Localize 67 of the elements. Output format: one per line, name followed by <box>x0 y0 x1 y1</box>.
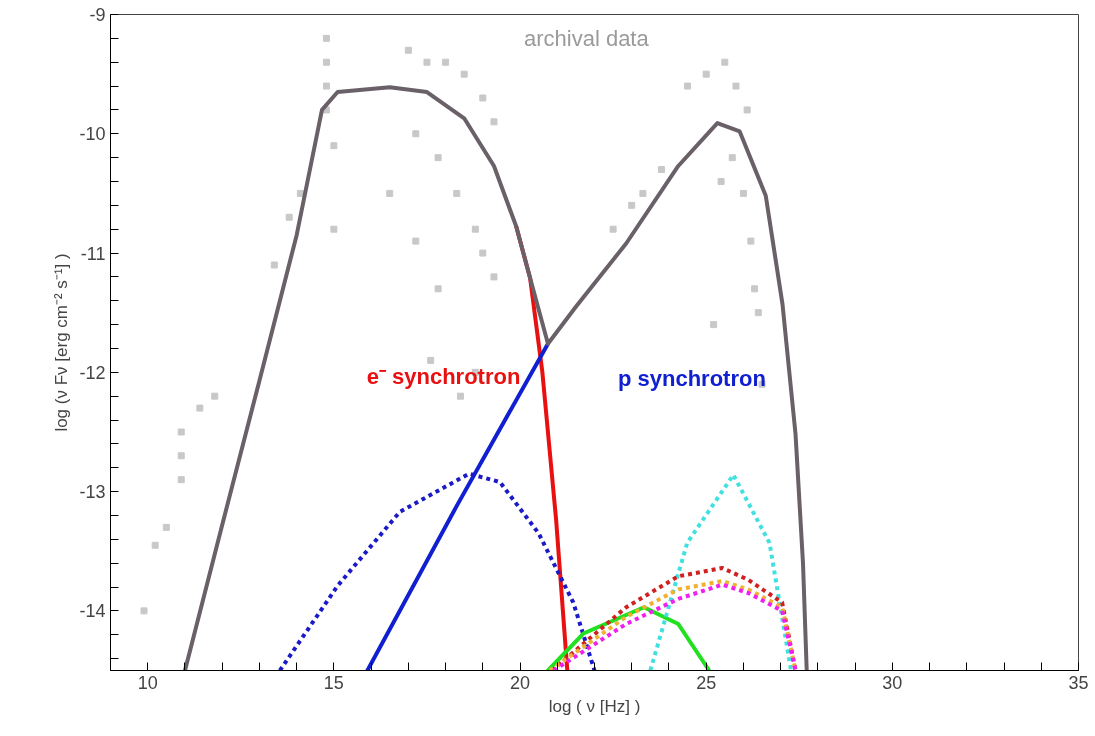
x-tick-label: 30 <box>882 672 903 693</box>
y-axis-title: log (ν Fν [erg cm⁻² s⁻¹] ) <box>52 253 72 432</box>
point <box>479 249 487 257</box>
y-tick-label: -13 <box>79 482 106 503</box>
point <box>434 154 442 162</box>
point <box>460 70 468 78</box>
point <box>322 58 330 66</box>
point <box>427 356 435 364</box>
point <box>404 46 412 54</box>
series-label: e⁻ synchrotron <box>366 363 521 389</box>
point <box>751 285 759 293</box>
point <box>717 177 725 185</box>
x-tick-label: 15 <box>323 672 344 693</box>
point <box>747 237 755 245</box>
y-tick-label: -11 <box>80 243 106 264</box>
point <box>453 189 461 197</box>
point <box>456 392 464 400</box>
point <box>743 106 751 114</box>
point <box>177 428 185 436</box>
x-axis-title: log ( ν [Hz] ) <box>548 696 641 716</box>
point <box>739 189 747 197</box>
point <box>479 94 487 102</box>
point <box>196 404 204 412</box>
point <box>151 541 159 549</box>
point <box>639 189 647 197</box>
point <box>702 70 710 78</box>
point <box>628 201 636 209</box>
x-tick-label: 10 <box>137 672 158 693</box>
point <box>423 58 431 66</box>
point <box>412 237 420 245</box>
x-tick-label: 20 <box>510 672 531 693</box>
y-tick-label: -9 <box>89 5 106 25</box>
point <box>732 82 740 90</box>
text: archival data <box>523 26 650 52</box>
x-tick-label: 25 <box>696 672 717 693</box>
point <box>442 58 450 66</box>
point <box>490 118 498 126</box>
point <box>177 476 185 484</box>
point <box>471 225 479 233</box>
point <box>330 225 338 233</box>
point <box>330 142 338 150</box>
point <box>162 523 170 531</box>
point <box>434 285 442 293</box>
point <box>270 261 278 269</box>
point <box>609 225 617 233</box>
point <box>211 392 219 400</box>
point <box>322 34 330 42</box>
point <box>322 82 330 90</box>
line-series <box>545 605 712 671</box>
point <box>386 189 394 197</box>
line-series <box>182 85 809 671</box>
point <box>285 213 293 221</box>
point <box>728 154 736 162</box>
point <box>140 607 148 615</box>
point <box>710 321 718 329</box>
point <box>684 82 692 90</box>
text: p synchrotron <box>617 366 766 392</box>
x-tick-label: 35 <box>1068 672 1089 693</box>
point <box>754 309 762 317</box>
y-tick-label: -12 <box>79 362 106 383</box>
y-tick-label: -10 <box>79 124 106 145</box>
point <box>177 452 185 460</box>
point <box>412 130 420 138</box>
point <box>490 273 498 281</box>
y-tick-label: -14 <box>79 601 106 622</box>
point <box>658 166 666 174</box>
point <box>721 58 729 66</box>
